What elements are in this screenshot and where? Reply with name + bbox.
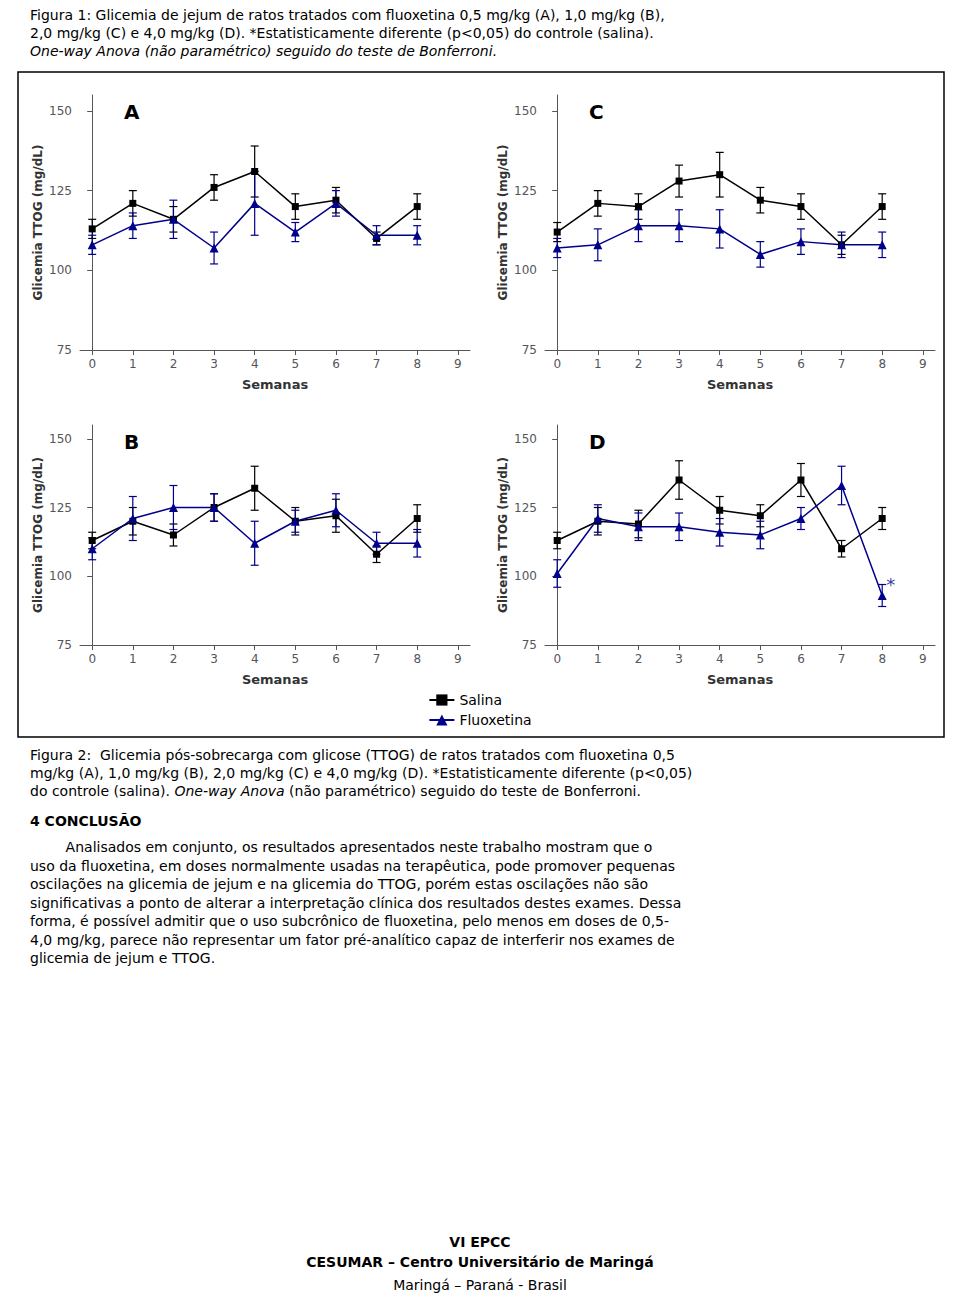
svg-text:*: * bbox=[886, 574, 895, 595]
svg-text:2: 2 bbox=[170, 357, 178, 371]
svg-text:Glicemia TTOG (mg/dL): Glicemia TTOG (mg/dL) bbox=[496, 457, 510, 613]
svg-text:8: 8 bbox=[878, 652, 886, 666]
svg-text:6: 6 bbox=[797, 652, 805, 666]
svg-text:125: 125 bbox=[514, 184, 537, 198]
svg-text:5: 5 bbox=[291, 357, 299, 371]
svg-text:6: 6 bbox=[332, 357, 340, 371]
svg-text:0: 0 bbox=[88, 652, 96, 666]
svg-text:5: 5 bbox=[756, 652, 764, 666]
svg-text:VI EPCC: VI EPCC bbox=[449, 1234, 510, 1250]
svg-text:0: 0 bbox=[553, 357, 561, 371]
svg-text:150: 150 bbox=[49, 104, 72, 118]
svg-text:5: 5 bbox=[756, 357, 764, 371]
svg-text:Analisados em conjunto, os res: Analisados em conjunto, os resultados ap… bbox=[30, 839, 652, 855]
svg-text:Glicemia TTOG (mg/dL): Glicemia TTOG (mg/dL) bbox=[31, 457, 45, 613]
svg-text:Semanas: Semanas bbox=[707, 672, 774, 687]
svg-text:forma, é possível admitir que: forma, é possível admitir que o uso subc… bbox=[30, 913, 669, 929]
svg-text:2: 2 bbox=[170, 652, 178, 666]
svg-text:6: 6 bbox=[332, 652, 340, 666]
svg-text:Semanas: Semanas bbox=[707, 377, 774, 392]
svg-text:7: 7 bbox=[838, 357, 846, 371]
svg-text:100: 100 bbox=[514, 263, 537, 277]
svg-text:uso da fluoxetina, em doses no: uso da fluoxetina, em doses normalmente … bbox=[30, 858, 675, 874]
svg-text:3: 3 bbox=[675, 357, 683, 371]
svg-text:1: 1 bbox=[594, 357, 602, 371]
svg-text:5: 5 bbox=[291, 652, 299, 666]
svg-text:Salina: Salina bbox=[459, 692, 502, 708]
svg-text:0: 0 bbox=[553, 652, 561, 666]
svg-text:Figura 2: Glicemia pós-sobrec: Figura 2: Glicemia pós-sobrecarga com gl… bbox=[30, 747, 675, 763]
svg-text:0: 0 bbox=[88, 357, 96, 371]
svg-text:125: 125 bbox=[49, 184, 72, 198]
svg-text:9: 9 bbox=[919, 652, 927, 666]
svg-text:75: 75 bbox=[522, 638, 537, 652]
svg-text:glicemia de jejum e TTOG.: glicemia de jejum e TTOG. bbox=[30, 950, 215, 966]
svg-text:Figura 1: Glicemia de jejum de: Figura 1: Glicemia de jejum de ratos tra… bbox=[30, 7, 665, 23]
svg-text:3: 3 bbox=[210, 652, 218, 666]
svg-text:75: 75 bbox=[57, 343, 72, 357]
svg-text:Glicemia TTOG (mg/dL): Glicemia TTOG (mg/dL) bbox=[496, 145, 510, 301]
svg-text:100: 100 bbox=[49, 263, 72, 277]
svg-text:A: A bbox=[124, 100, 140, 124]
svg-text:2,0 mg/kg (C) e 4,0 mg/kg (D).: 2,0 mg/kg (C) e 4,0 mg/kg (D). *Estatist… bbox=[30, 25, 654, 41]
svg-text:Semanas: Semanas bbox=[242, 672, 309, 687]
svg-text:4,0 mg/kg, parece não represen: 4,0 mg/kg, parece não representar um fat… bbox=[30, 932, 675, 948]
svg-text:4: 4 bbox=[716, 357, 724, 371]
svg-text:Glicemia TTOG (mg/dL): Glicemia TTOG (mg/dL) bbox=[31, 145, 45, 301]
svg-text:8: 8 bbox=[413, 652, 421, 666]
svg-text:D: D bbox=[589, 430, 606, 454]
svg-text:mg/kg (A), 1,0 mg/kg (B), 2,0: mg/kg (A), 1,0 mg/kg (B), 2,0 mg/kg (C) … bbox=[30, 765, 692, 781]
svg-text:125: 125 bbox=[49, 501, 72, 515]
svg-text:7: 7 bbox=[838, 652, 846, 666]
svg-text:125: 125 bbox=[514, 501, 537, 515]
svg-text:6: 6 bbox=[797, 357, 805, 371]
svg-text:C: C bbox=[589, 100, 604, 124]
svg-text:4: 4 bbox=[716, 652, 724, 666]
svg-text:3: 3 bbox=[675, 652, 683, 666]
svg-text:4: 4 bbox=[251, 357, 259, 371]
svg-text:9: 9 bbox=[454, 357, 462, 371]
svg-text:75: 75 bbox=[57, 638, 72, 652]
svg-text:7: 7 bbox=[373, 652, 381, 666]
svg-text:CESUMAR – Centro Universitário: CESUMAR – Centro Universitário de Maring… bbox=[306, 1254, 653, 1270]
svg-text:4 CONCLUSÃO: 4 CONCLUSÃO bbox=[30, 813, 141, 829]
svg-text:8: 8 bbox=[878, 357, 886, 371]
svg-text:150: 150 bbox=[514, 432, 537, 446]
svg-text:9: 9 bbox=[454, 652, 462, 666]
svg-text:One-way Anova: One-way Anova bbox=[174, 783, 284, 799]
svg-text:150: 150 bbox=[514, 104, 537, 118]
svg-text:2: 2 bbox=[635, 357, 643, 371]
svg-text:One-way Anova (não paramétrico: One-way Anova (não paramétrico) seguido … bbox=[30, 43, 497, 59]
svg-text:9: 9 bbox=[919, 357, 927, 371]
svg-text:75: 75 bbox=[522, 343, 537, 357]
svg-text:100: 100 bbox=[514, 569, 537, 583]
svg-text:Maringá – Paraná - Brasil: Maringá – Paraná - Brasil bbox=[393, 1277, 567, 1293]
svg-text:B: B bbox=[124, 430, 139, 454]
svg-text:Fluoxetina: Fluoxetina bbox=[459, 712, 531, 728]
svg-text:8: 8 bbox=[413, 357, 421, 371]
svg-text:100: 100 bbox=[49, 569, 72, 583]
svg-text:4: 4 bbox=[251, 652, 259, 666]
svg-text:2: 2 bbox=[635, 652, 643, 666]
svg-text:oscilações na glicemia de jeju: oscilações na glicemia de jejum e na gli… bbox=[30, 876, 648, 892]
svg-text:1: 1 bbox=[129, 357, 137, 371]
svg-text:3: 3 bbox=[210, 357, 218, 371]
svg-text:Semanas: Semanas bbox=[242, 377, 309, 392]
svg-text:150: 150 bbox=[49, 432, 72, 446]
svg-text:1: 1 bbox=[129, 652, 137, 666]
svg-text:significativas a ponto de alte: significativas a ponto de alterar a inte… bbox=[30, 895, 681, 911]
svg-text:do controle (salina).: do controle (salina). bbox=[30, 783, 174, 799]
svg-text:(não paramétrico) seguido do t: (não paramétrico) seguido do teste de Bo… bbox=[285, 783, 641, 799]
svg-text:7: 7 bbox=[373, 357, 381, 371]
svg-text:1: 1 bbox=[594, 652, 602, 666]
